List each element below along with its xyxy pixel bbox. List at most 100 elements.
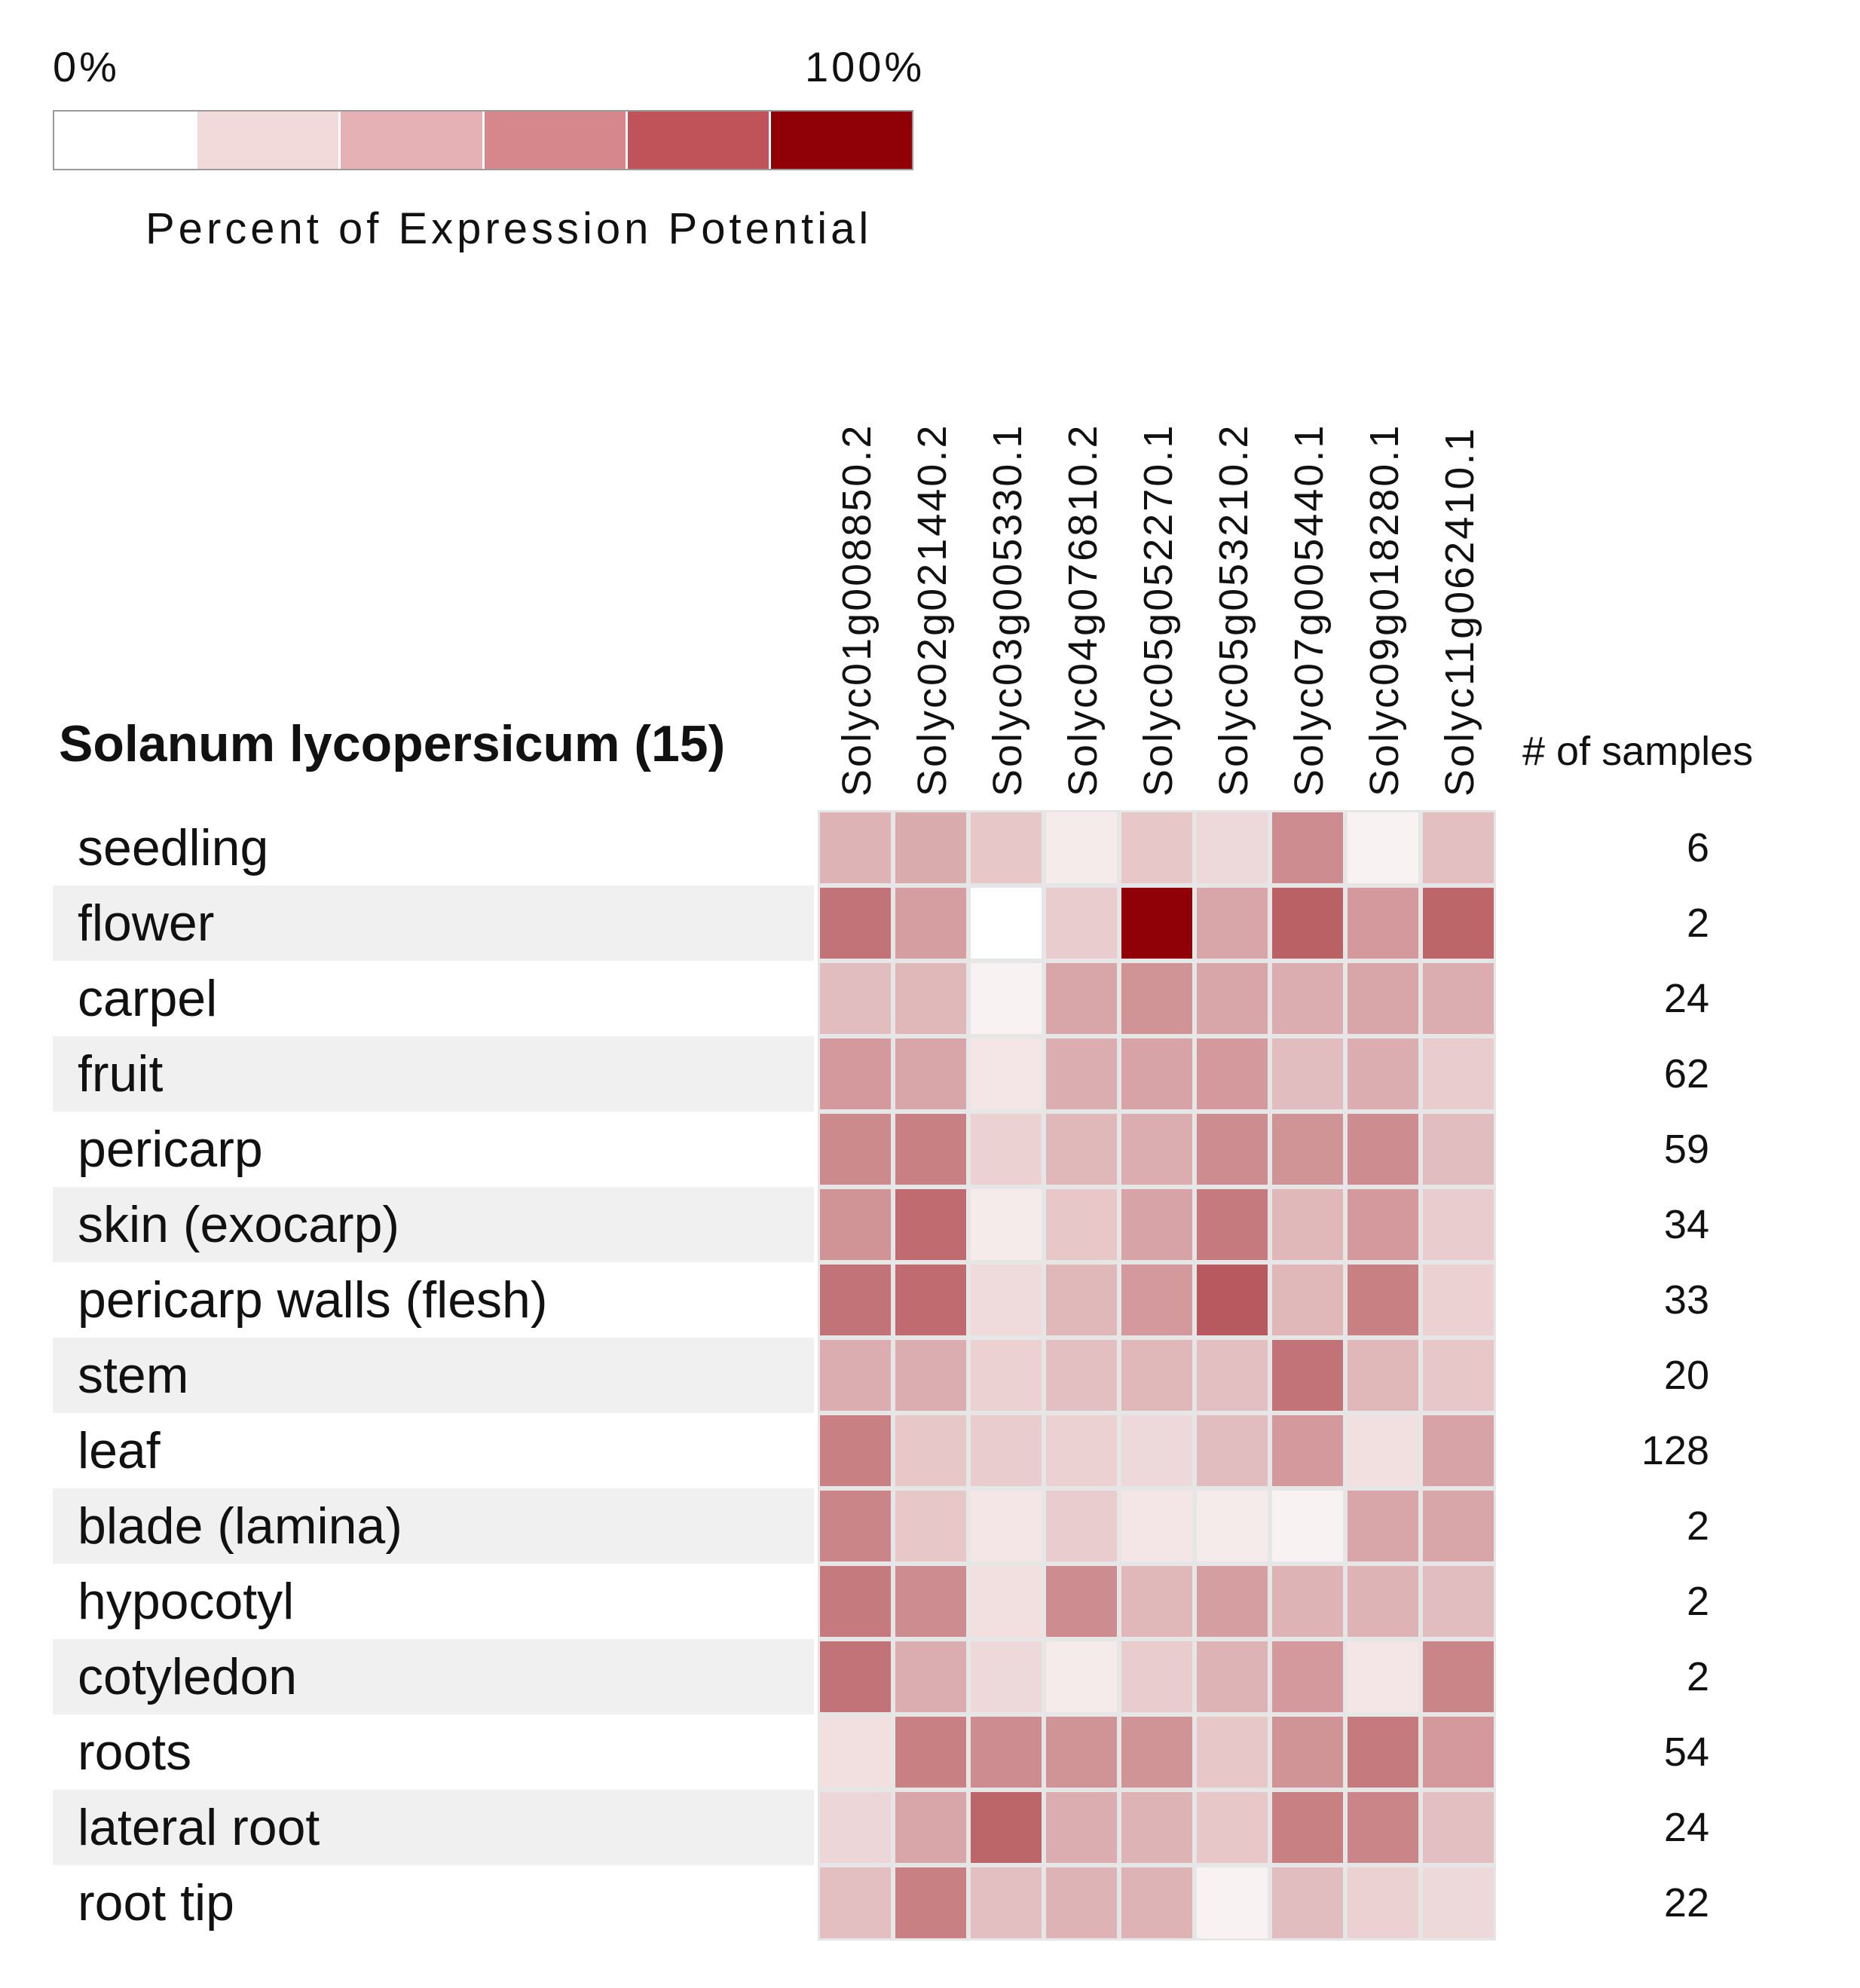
- sample-count: 2: [1686, 1654, 1709, 1699]
- sample-count: 24: [1663, 976, 1709, 1021]
- heatmap-cell: [820, 888, 891, 959]
- heatmap-cell: [1272, 1641, 1343, 1712]
- heatmap-cell: [1348, 1491, 1418, 1561]
- sample-count: 128: [1641, 1428, 1709, 1473]
- heatmap-cell: [1423, 1491, 1494, 1561]
- heatmap-cell: [971, 1189, 1042, 1260]
- sample-count: 20: [1663, 1353, 1709, 1398]
- row-band: [53, 1639, 814, 1714]
- heatmap-cell: [895, 1641, 966, 1712]
- heatmap-cell: [971, 1641, 1042, 1712]
- row-label: carpel: [78, 970, 218, 1027]
- row-label: root tip: [78, 1874, 234, 1931]
- legend-swatch: [341, 112, 485, 169]
- row-label: hypocotyl: [78, 1573, 295, 1630]
- sample-count: 6: [1686, 825, 1709, 870]
- legend-title: Percent of Expression Potential: [145, 204, 873, 253]
- heatmap-cell: [971, 1566, 1042, 1637]
- column-label: Solyc05g053210.2: [1211, 424, 1256, 797]
- heatmap-cell: [971, 888, 1042, 959]
- heatmap-cell: [971, 1867, 1042, 1938]
- heatmap-cell: [971, 1340, 1042, 1411]
- heatmap-cell: [1272, 963, 1343, 1034]
- heatmap-cell: [820, 1265, 891, 1335]
- heatmap-cell: [1348, 1265, 1418, 1335]
- heatmap-cell: [895, 1792, 966, 1863]
- sample-count: 22: [1663, 1880, 1709, 1925]
- heatmap-cell: [1272, 1867, 1343, 1938]
- heatmap-cell: [820, 1641, 891, 1712]
- heatmap-cell: [1423, 963, 1494, 1034]
- column-label: Solyc11g062410.1: [1437, 427, 1482, 797]
- column-label: Solyc03g005330.1: [985, 424, 1030, 797]
- heatmap-cell: [895, 1340, 966, 1411]
- heatmap-cell: [895, 1566, 966, 1637]
- heatmap-cell: [971, 1491, 1042, 1561]
- legend-swatch: [54, 112, 198, 169]
- heatmap-cell: [820, 812, 891, 883]
- heatmap-cell: [1121, 1566, 1192, 1637]
- heatmap-cell: [1197, 1189, 1268, 1260]
- row-band: [53, 885, 814, 961]
- heatmap-cell: [820, 1566, 891, 1637]
- heatmap-cell: [1046, 1491, 1117, 1561]
- row-label: flower: [78, 895, 215, 952]
- heatmap-cell: [1272, 1340, 1343, 1411]
- heatmap-cell: [1197, 1491, 1268, 1561]
- heatmap-cell: [1348, 888, 1418, 959]
- heatmap-cell: [820, 1038, 891, 1109]
- heatmap-cell: [1423, 1641, 1494, 1712]
- heatmap-cell: [1197, 1265, 1268, 1335]
- heatmap-cell: [895, 963, 966, 1034]
- row-label: stem: [78, 1347, 189, 1404]
- heatmap-cell: [1046, 1265, 1117, 1335]
- heatmap-cell: [820, 1114, 891, 1185]
- heatmap-cell: [1423, 1867, 1494, 1938]
- heatmap-cell: [1272, 1717, 1343, 1788]
- heatmap-cell: [895, 1415, 966, 1486]
- heatmap-cell: [1348, 1566, 1418, 1637]
- heatmap-cell: [1197, 1792, 1268, 1863]
- heatmap-cell: [1046, 812, 1117, 883]
- heatmap-cell: [1272, 1038, 1343, 1109]
- heatmap-cell: [1348, 1792, 1418, 1863]
- heatmap-cell: [1423, 1189, 1494, 1260]
- heatmap-cell: [1423, 1340, 1494, 1411]
- heatmap-cell: [1197, 963, 1268, 1034]
- heatmap-cell: [895, 1038, 966, 1109]
- heatmap-cell: [1121, 1340, 1192, 1411]
- heatmap-cell: [971, 963, 1042, 1034]
- column-label: Solyc09g018280.1: [1362, 424, 1407, 797]
- heatmap-cell: [895, 1867, 966, 1938]
- sample-count: 2: [1686, 1503, 1709, 1549]
- heatmap-cell: [1348, 1189, 1418, 1260]
- heatmap-cell: [1197, 1340, 1268, 1411]
- row-label: roots: [78, 1723, 192, 1781]
- heatmap-cell: [1272, 1491, 1343, 1561]
- heatmap-cell: [1121, 1189, 1192, 1260]
- heatmap-cell: [1272, 1792, 1343, 1863]
- heatmap-cell: [1046, 1189, 1117, 1260]
- chart-title: Solanum lycopersicum (15): [59, 715, 726, 772]
- heatmap-cell: [1348, 1717, 1418, 1788]
- heatmap-cell: [971, 1792, 1042, 1863]
- heatmap-cell: [820, 1867, 891, 1938]
- row-band: [53, 1338, 814, 1413]
- row-label: lateral root: [78, 1799, 320, 1856]
- heatmap-cell: [1197, 1566, 1268, 1637]
- sample-count: 62: [1663, 1051, 1709, 1096]
- heatmap-cell: [1121, 1867, 1192, 1938]
- heatmap-cell: [895, 1189, 966, 1260]
- color-legend-bar: [53, 110, 913, 170]
- legend-min-label: 0%: [53, 43, 120, 90]
- heatmap-cell: [1348, 1415, 1418, 1486]
- heatmap-cell: [1348, 1340, 1418, 1411]
- legend-swatch: [770, 112, 913, 169]
- row-band: [53, 1036, 814, 1112]
- heatmap-cell: [1348, 1867, 1418, 1938]
- heatmap-cell: [971, 1265, 1042, 1335]
- heatmap-cell: [1121, 963, 1192, 1034]
- heatmap-cell: [1197, 888, 1268, 959]
- sample-count: 54: [1663, 1730, 1709, 1775]
